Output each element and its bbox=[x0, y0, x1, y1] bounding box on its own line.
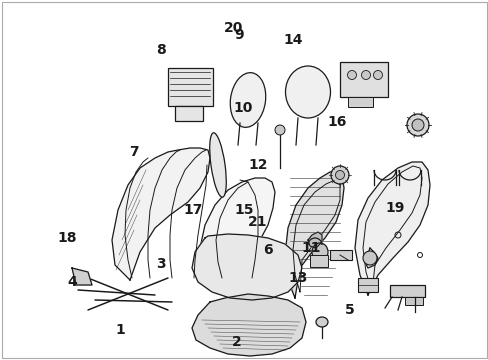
Ellipse shape bbox=[315, 317, 327, 327]
Text: 1: 1 bbox=[115, 323, 124, 337]
Text: 2: 2 bbox=[232, 335, 242, 349]
Polygon shape bbox=[307, 232, 321, 248]
Bar bbox=[339, 62, 387, 97]
Ellipse shape bbox=[361, 71, 370, 80]
Text: 7: 7 bbox=[129, 145, 139, 159]
Text: 5: 5 bbox=[345, 303, 354, 317]
Text: 15: 15 bbox=[234, 203, 253, 217]
Text: 19: 19 bbox=[385, 201, 404, 215]
Bar bbox=[389, 285, 424, 297]
Ellipse shape bbox=[330, 166, 348, 184]
Text: 9: 9 bbox=[234, 28, 244, 42]
Ellipse shape bbox=[285, 66, 330, 118]
Ellipse shape bbox=[406, 114, 428, 136]
Polygon shape bbox=[285, 170, 343, 298]
Text: 10: 10 bbox=[233, 101, 252, 115]
Polygon shape bbox=[192, 234, 302, 300]
Text: 16: 16 bbox=[326, 115, 346, 129]
Text: 6: 6 bbox=[263, 243, 272, 257]
Ellipse shape bbox=[311, 243, 327, 261]
Text: 11: 11 bbox=[301, 241, 320, 255]
Ellipse shape bbox=[347, 71, 356, 80]
Ellipse shape bbox=[335, 171, 344, 180]
Text: 20: 20 bbox=[224, 21, 243, 35]
Text: 13: 13 bbox=[288, 271, 307, 285]
Text: 12: 12 bbox=[248, 158, 267, 172]
Bar bbox=[168, 68, 213, 106]
Bar bbox=[404, 297, 422, 305]
Polygon shape bbox=[200, 178, 274, 280]
Ellipse shape bbox=[274, 125, 285, 135]
Text: 8: 8 bbox=[156, 43, 165, 57]
Text: 17: 17 bbox=[183, 203, 202, 217]
Ellipse shape bbox=[230, 73, 265, 127]
Polygon shape bbox=[72, 268, 92, 285]
Text: 18: 18 bbox=[57, 231, 77, 245]
Polygon shape bbox=[354, 162, 429, 295]
Bar bbox=[175, 106, 203, 121]
Polygon shape bbox=[112, 148, 209, 280]
Ellipse shape bbox=[373, 71, 382, 80]
Text: 14: 14 bbox=[283, 33, 302, 47]
Bar bbox=[347, 97, 372, 107]
Ellipse shape bbox=[209, 133, 226, 197]
Polygon shape bbox=[192, 294, 305, 356]
Ellipse shape bbox=[362, 251, 376, 265]
Text: 3: 3 bbox=[156, 257, 165, 271]
Bar bbox=[309, 255, 327, 267]
Text: 21: 21 bbox=[248, 215, 267, 229]
Ellipse shape bbox=[411, 119, 423, 131]
Bar bbox=[357, 278, 377, 292]
Bar bbox=[329, 250, 351, 260]
Text: 4: 4 bbox=[67, 275, 77, 289]
